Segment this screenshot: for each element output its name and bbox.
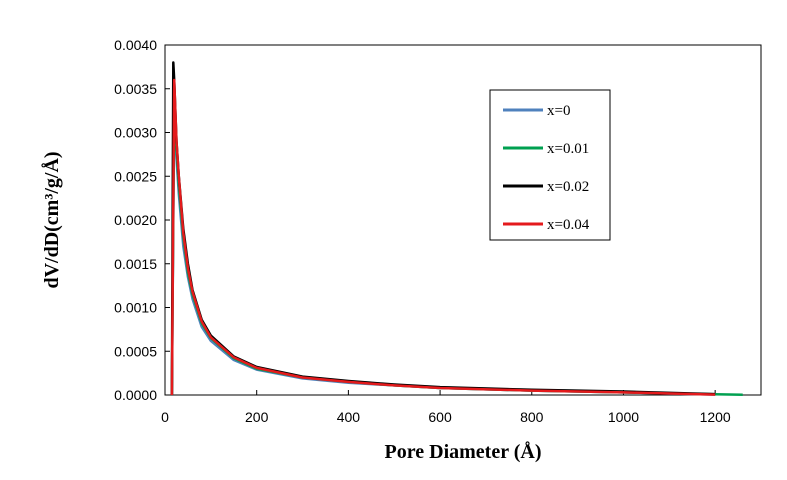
y-tick-label: 0.0030 [114, 125, 157, 141]
legend-label-x004: x=0.04 [547, 217, 590, 233]
legend-label-x001: x=0.01 [547, 141, 589, 157]
legend-box [489, 89, 611, 241]
legend-label-x0: x=0 [547, 103, 570, 119]
y-tick-label: 0.0000 [114, 387, 157, 403]
plot-area [164, 44, 762, 396]
y-tick-label: 0.0040 [114, 37, 157, 53]
y-tick-label: 0.0015 [114, 256, 157, 272]
y-tick-label: 0.0025 [114, 168, 157, 184]
y-axis-title: dV/dD(cm³/g/Å) [40, 151, 63, 288]
legend: x=0 x=0.01 x=0.02 x=0.04 [489, 89, 611, 241]
x-tick-label: 800 [520, 409, 544, 425]
x-tick-label: 1000 [608, 409, 639, 425]
series-layer [170, 61, 743, 397]
x-axis-title: Pore Diameter (Å) [385, 440, 542, 463]
x-tick-label: 0 [161, 409, 169, 425]
y-axis-ticks: 0.0000 0.0005 0.0010 0.0015 0.0020 0.0025 0.00… [114, 37, 170, 403]
legend-label-x002: x=0.02 [547, 179, 589, 195]
y-tick-label: 0.0010 [114, 300, 157, 316]
x-tick-label: 400 [337, 409, 361, 425]
y-tick-label: 0.0035 [114, 81, 157, 97]
x-tick-label: 600 [428, 409, 452, 425]
x-tick-label: 1200 [700, 409, 731, 425]
y-tick-label: 0.0005 [114, 343, 157, 359]
series-line-x004 [170, 78, 716, 396]
x-axis-ticks: 0 200 400 600 800 1000 1200 [161, 390, 731, 425]
y-tick-label: 0.0020 [114, 212, 157, 228]
x-tick-label: 200 [245, 409, 269, 425]
